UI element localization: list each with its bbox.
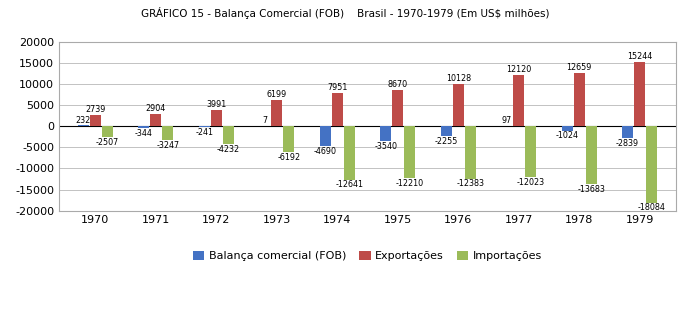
Bar: [151, 114, 161, 126]
Bar: [283, 126, 294, 152]
Text: -2507: -2507: [96, 138, 119, 147]
Text: 12659: 12659: [567, 63, 592, 72]
Bar: [138, 126, 149, 128]
Bar: [320, 126, 330, 146]
Text: 3991: 3991: [206, 100, 227, 109]
Text: -344: -344: [135, 129, 153, 138]
Text: 6199: 6199: [267, 90, 287, 99]
Bar: [199, 126, 209, 127]
Text: 7: 7: [262, 116, 267, 125]
Text: -1024: -1024: [556, 132, 578, 140]
Text: 2904: 2904: [146, 104, 166, 113]
Bar: [404, 126, 415, 178]
Text: -12383: -12383: [456, 179, 484, 188]
Bar: [272, 100, 282, 126]
Text: -18084: -18084: [638, 203, 665, 213]
Bar: [634, 62, 645, 126]
Text: 10128: 10128: [446, 74, 471, 83]
Text: -12641: -12641: [335, 180, 363, 190]
Bar: [223, 126, 234, 144]
Text: -3247: -3247: [156, 141, 180, 150]
Text: -3540: -3540: [374, 142, 397, 151]
Bar: [332, 93, 343, 126]
Bar: [453, 84, 464, 126]
Bar: [392, 90, 403, 126]
Text: -4232: -4232: [217, 145, 240, 154]
Bar: [465, 126, 476, 179]
Text: 8670: 8670: [388, 80, 408, 89]
Bar: [90, 115, 101, 126]
Text: -4690: -4690: [314, 147, 337, 156]
Bar: [211, 110, 222, 126]
Text: -12210: -12210: [396, 179, 424, 188]
Text: 232: 232: [75, 115, 91, 124]
Bar: [162, 126, 173, 140]
Bar: [102, 126, 113, 137]
Bar: [562, 126, 573, 131]
Bar: [646, 126, 657, 203]
Legend: Balança comercial (FOB), Exportações, Importações: Balança comercial (FOB), Exportações, Im…: [189, 246, 547, 266]
Text: 97: 97: [502, 116, 512, 125]
Bar: [513, 75, 524, 126]
Text: -2255: -2255: [435, 137, 458, 146]
Text: -13683: -13683: [578, 185, 605, 194]
Bar: [380, 126, 391, 141]
Text: -241: -241: [195, 128, 213, 137]
Text: -2839: -2839: [616, 139, 639, 148]
Text: -6192: -6192: [277, 153, 301, 162]
Text: 15244: 15244: [627, 52, 652, 61]
Text: 2739: 2739: [85, 105, 106, 114]
Bar: [78, 125, 88, 126]
Bar: [586, 126, 597, 184]
Bar: [441, 126, 452, 136]
Bar: [344, 126, 354, 180]
Text: 12120: 12120: [506, 65, 531, 74]
Bar: [525, 126, 536, 177]
Bar: [574, 73, 585, 126]
Text: -12023: -12023: [517, 178, 545, 187]
Text: GRÁFICO 15 - Balança Comercial (FOB)    Brasil - 1970-1979 (Em US$ milhões): GRÁFICO 15 - Balança Comercial (FOB) Bra…: [141, 7, 550, 18]
Text: 7951: 7951: [327, 83, 348, 92]
Bar: [622, 126, 633, 138]
